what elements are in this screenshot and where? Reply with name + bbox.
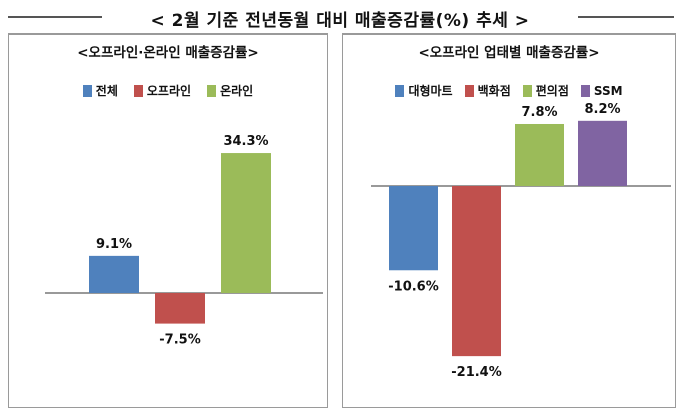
legend-item-online: 온라인 xyxy=(207,82,253,99)
data-label-2: 34.3% xyxy=(223,134,268,149)
legend-item-convenience-store: 편의점 xyxy=(522,82,569,99)
data-label-1: -21.4% xyxy=(451,365,502,380)
legend-swatch-red xyxy=(133,84,143,97)
legend-swatch-green xyxy=(207,84,217,97)
legend-label: SSM xyxy=(593,83,623,98)
bar-0 xyxy=(389,186,438,271)
legend-label: 편의점 xyxy=(535,84,569,98)
figure-title: < 2월 기준 전년동월 대비 매출증감률(%) 추세 > xyxy=(150,11,530,31)
online-offline-bar-chart: 9.1% -7.5% 34.3% xyxy=(45,134,323,348)
title-row: < 2월 기준 전년동월 대비 매출증감률(%) 추세 > xyxy=(0,0,680,34)
title-rule-left xyxy=(8,16,102,18)
offline-format-panel: <오프라인 업태별 매출증감률> 대형마트 백화점 편의점 SSM -10.6%… xyxy=(342,33,676,408)
legend-item-offline: 오프라인 xyxy=(133,82,192,99)
legend-swatch-blue xyxy=(395,84,405,97)
offline-format-legend: 대형마트 백화점 편의점 SSM xyxy=(343,82,675,99)
data-label-2: 7.8% xyxy=(521,105,557,120)
title-rule-right xyxy=(578,16,674,18)
legend-item-department-store: 백화점 xyxy=(464,82,511,99)
legend-item-hypermarket: 대형마트 xyxy=(395,82,453,99)
legend-swatch-red xyxy=(464,84,474,97)
legend-item-total: 전체 xyxy=(82,82,118,99)
legend-label: 전체 xyxy=(95,84,118,98)
bar-1 xyxy=(155,293,205,324)
data-label-3: 8.2% xyxy=(584,102,620,117)
bar-2 xyxy=(221,153,271,293)
legend-item-ssm: SSM xyxy=(580,82,623,99)
bar-3 xyxy=(578,120,627,186)
online-offline-legend: 전체 오프라인 온라인 xyxy=(9,82,327,99)
offline-format-bar-chart: -10.6% -21.4% 7.8% 8.2% xyxy=(371,102,671,380)
bar-2 xyxy=(515,123,564,186)
bar-1 xyxy=(452,186,501,357)
legend-label: 백화점 xyxy=(477,84,511,98)
data-label-0: 9.1% xyxy=(96,237,132,252)
legend-swatch-green xyxy=(522,84,532,97)
legend-label: 온라인 xyxy=(220,84,254,98)
legend-swatch-blue xyxy=(82,84,92,97)
legend-swatch-purple xyxy=(580,84,590,97)
data-label-0: -10.6% xyxy=(388,279,439,294)
online-offline-panel-title: <오프라인·온라인 매출증감률> xyxy=(77,45,259,61)
online-offline-panel: <오프라인·온라인 매출증감률> 전체 오프라인 온라인 9.1% -7.5% 34… xyxy=(8,33,328,408)
bar-0 xyxy=(89,255,139,293)
legend-label: 오프라인 xyxy=(146,84,192,98)
data-label-1: -7.5% xyxy=(159,333,200,348)
offline-format-panel-title: <오프라인 업태별 매출증감률> xyxy=(418,45,600,61)
legend-label: 대형마트 xyxy=(408,84,453,98)
